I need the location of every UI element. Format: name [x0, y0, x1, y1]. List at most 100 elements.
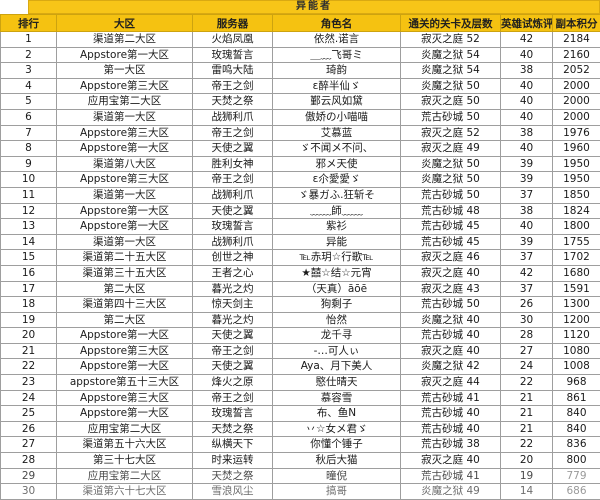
cell-zone[interactable]: 应用宝第二大区: [57, 468, 193, 484]
cell-character-name[interactable]: Aya、月下美人: [273, 359, 401, 375]
cell-rank[interactable]: 17: [1, 281, 57, 297]
cell-rank[interactable]: 9: [1, 156, 57, 172]
cell-stage[interactable]: 寂灭之庭 40: [401, 453, 501, 469]
cell-stage[interactable]: 炎魔之狱 50: [401, 156, 501, 172]
cell-score[interactable]: 840: [553, 406, 600, 422]
cell-score[interactable]: 968: [553, 375, 600, 391]
cell-rank[interactable]: 14: [1, 234, 57, 250]
cell-score[interactable]: 1200: [553, 312, 600, 328]
cell-character-name[interactable]: ゞ不闻メ不问、: [273, 141, 401, 157]
cell-rating[interactable]: 42: [501, 265, 553, 281]
cell-server[interactable]: 纵横天下: [193, 437, 273, 453]
column-header-zone[interactable]: 大区: [57, 15, 193, 32]
cell-stage[interactable]: 荒古砂城 40: [401, 421, 501, 437]
cell-zone[interactable]: Appstore第三大区: [57, 390, 193, 406]
cell-zone[interactable]: 第二大区: [57, 281, 193, 297]
cell-stage[interactable]: 炎魔之狱 50: [401, 172, 501, 188]
cell-score[interactable]: 1080: [553, 343, 600, 359]
cell-rating[interactable]: 24: [501, 359, 553, 375]
cell-stage[interactable]: 炎魔之狱 54: [401, 47, 501, 63]
cell-stage[interactable]: 寂灭之庭 52: [401, 32, 501, 48]
cell-score[interactable]: 1755: [553, 234, 600, 250]
cell-rating[interactable]: 38: [501, 203, 553, 219]
cell-character-name[interactable]: 丷☆女メ君ゞ: [273, 421, 401, 437]
column-header-character-name[interactable]: 角色名: [273, 15, 401, 32]
cell-zone[interactable]: 渠道第八大区: [57, 156, 193, 172]
cell-zone[interactable]: Appstore第一大区: [57, 47, 193, 63]
cell-stage[interactable]: 寂灭之庭 43: [401, 281, 501, 297]
cell-score[interactable]: 2000: [553, 109, 600, 125]
cell-stage[interactable]: 荒古砂城 41: [401, 390, 501, 406]
cell-rank[interactable]: 24: [1, 390, 57, 406]
cell-stage[interactable]: 寂灭之庭 40: [401, 265, 501, 281]
cell-score[interactable]: 1680: [553, 265, 600, 281]
cell-zone[interactable]: 第三十七大区: [57, 453, 193, 469]
cell-zone[interactable]: 渠道第三十五大区: [57, 265, 193, 281]
cell-zone[interactable]: Appstore第一大区: [57, 203, 193, 219]
cell-server[interactable]: 帝王之剑: [193, 390, 273, 406]
cell-stage[interactable]: 荒古砂城 45: [401, 234, 501, 250]
cell-server[interactable]: 玫瑰誓言: [193, 47, 273, 63]
cell-zone[interactable]: Appstore第一大区: [57, 359, 193, 375]
cell-stage[interactable]: 荒古砂城 38: [401, 437, 501, 453]
cell-score[interactable]: 800: [553, 453, 600, 469]
cell-stage[interactable]: 炎魔之狱 40: [401, 312, 501, 328]
cell-score[interactable]: 861: [553, 390, 600, 406]
cell-rating[interactable]: 40: [501, 141, 553, 157]
cell-server[interactable]: 暮光之灼: [193, 312, 273, 328]
cell-character-name[interactable]: 紫衫: [273, 219, 401, 235]
cell-rating[interactable]: 21: [501, 421, 553, 437]
cell-zone[interactable]: 第二大区: [57, 312, 193, 328]
cell-character-name[interactable]: -…可人ぃ: [273, 343, 401, 359]
cell-server[interactable]: 胜利女神: [193, 156, 273, 172]
cell-stage[interactable]: 荒古砂城 40: [401, 328, 501, 344]
cell-score[interactable]: 840: [553, 421, 600, 437]
cell-rank[interactable]: 12: [1, 203, 57, 219]
cell-zone[interactable]: 第一大区: [57, 63, 193, 79]
cell-server[interactable]: 天使之翼: [193, 141, 273, 157]
cell-score[interactable]: 2160: [553, 47, 600, 63]
cell-character-name[interactable]: 慕容雪: [273, 390, 401, 406]
cell-character-name[interactable]: （天真）āōē: [273, 281, 401, 297]
cell-zone[interactable]: 渠道第二大区: [57, 32, 193, 48]
cell-server[interactable]: 战狮利爪: [193, 109, 273, 125]
cell-rating[interactable]: 19: [501, 468, 553, 484]
cell-rank[interactable]: 23: [1, 375, 57, 391]
cell-rank[interactable]: 26: [1, 421, 57, 437]
cell-stage[interactable]: 寂灭之庭 40: [401, 343, 501, 359]
cell-server[interactable]: 时来运转: [193, 453, 273, 469]
cell-rank[interactable]: 6: [1, 109, 57, 125]
cell-rank[interactable]: 7: [1, 125, 57, 141]
cell-stage[interactable]: 寂灭之庭 44: [401, 375, 501, 391]
cell-stage[interactable]: 荒古砂城 40: [401, 406, 501, 422]
cell-rank[interactable]: 29: [1, 468, 57, 484]
cell-character-name[interactable]: 艾慕蓝: [273, 125, 401, 141]
cell-rank[interactable]: 21: [1, 343, 57, 359]
cell-character-name[interactable]: 傲娇の小喵喵: [273, 109, 401, 125]
cell-server[interactable]: 烽火之原: [193, 375, 273, 391]
cell-character-name[interactable]: 龙千寻: [273, 328, 401, 344]
cell-rating[interactable]: 30: [501, 312, 553, 328]
cell-server[interactable]: 天使之翼: [193, 328, 273, 344]
cell-rating[interactable]: 42: [501, 32, 553, 48]
cell-score[interactable]: 1824: [553, 203, 600, 219]
cell-zone[interactable]: Appstore第三大区: [57, 78, 193, 94]
cell-rating[interactable]: 38: [501, 125, 553, 141]
cell-rank[interactable]: 27: [1, 437, 57, 453]
